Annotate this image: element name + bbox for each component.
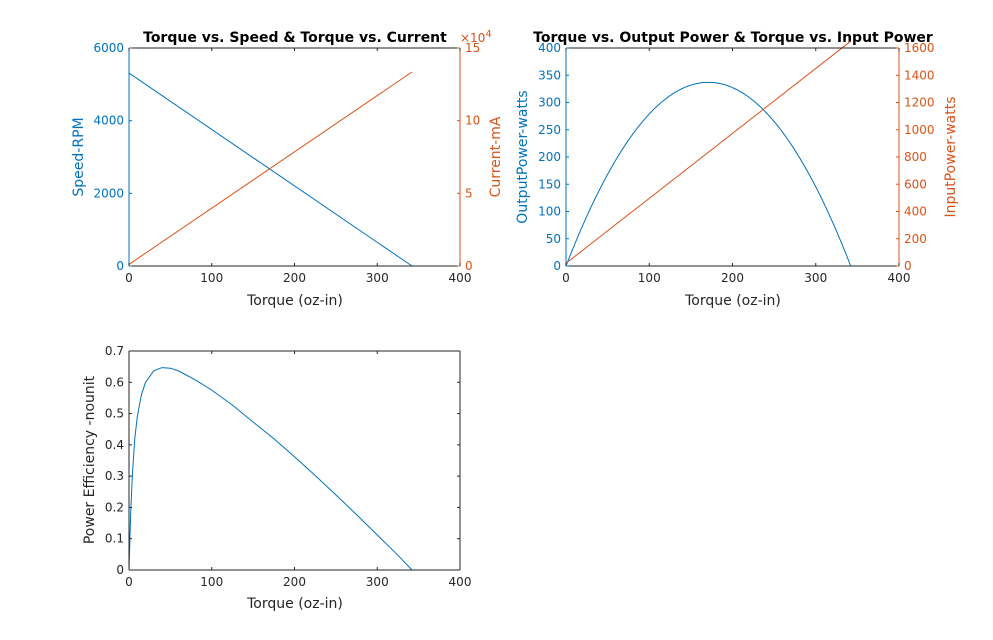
chart-2-xlabel: Torque (oz-in)	[684, 293, 781, 309]
chart-2-xtick-label: 200	[721, 271, 744, 285]
chart-1-xtick-label: 400	[449, 271, 472, 285]
chart-2-ytick-right-label: 0	[904, 259, 912, 273]
chart-2-plot: 0 100 200 300 400050100150200250300350400020…	[538, 40, 935, 285]
chart-3-xtick-label: 300	[366, 575, 389, 589]
chart-1-exponent-base: ×10	[460, 31, 485, 45]
chart-2-ytick-left-label: 50	[546, 232, 561, 246]
chart-2-ytick-left-label: 300	[538, 96, 561, 110]
chart-2-ylabel-right: InputPower-watts	[943, 96, 959, 217]
chart-1-ylabel-right: Current-mA	[488, 116, 504, 197]
chart-1-xtick-label: 100	[200, 271, 223, 285]
chart-1-xlabel: Torque (oz-in)	[246, 293, 343, 309]
chart-1-ytick-left-label: 0	[116, 259, 124, 273]
chart-2-ytick-right-label: 1600	[904, 41, 935, 55]
chart-3-ytick-left-label: 0.2	[105, 500, 124, 514]
chart-2-xtick-label: 300	[804, 271, 827, 285]
chart-3-plot: 0 100 200 300 400 0 0.1 0.2 0.3 0.4 0.5 0.6 0.7	[105, 344, 472, 589]
chart-2-ytick-right-label: 200	[904, 232, 927, 246]
chart-3-ytick-left-label: 0.7	[105, 344, 124, 358]
chart-2-ytick-left-label: 100	[538, 205, 561, 219]
chart-3-ytick-left-label: 0.3	[105, 469, 124, 483]
chart-2-ytick-left-label: 200	[538, 150, 561, 164]
chart-power: Torque vs. Output Power & Torque vs. Inp…	[515, 30, 959, 309]
chart-1-xtick-label: 0	[125, 271, 133, 285]
chart-1-series-1-line	[128, 72, 413, 267]
chart-2-ytick-right-label: 1200	[904, 96, 935, 110]
chart-2-ytick-right-label: 1400	[904, 68, 935, 82]
chart-1-ylabel-left: Speed-RPM	[71, 117, 87, 196]
chart-1-exponent-power: 4	[485, 29, 491, 40]
chart-3-xtick-label: 400	[449, 575, 472, 589]
chart-3-ytick-left-label: 0.5	[105, 407, 124, 421]
chart-1-ytick-left-label: 4000	[93, 114, 124, 128]
chart-3-ytick-left-label: 0.1	[105, 532, 124, 546]
chart-2-ytick-left-label: 150	[538, 177, 561, 191]
chart-2-ytick-left-label: 0	[553, 259, 561, 273]
chart-1-ytick-left-label: 2000	[93, 186, 124, 200]
chart-1-xtick-label: 300	[366, 271, 389, 285]
chart-3-xlabel: Torque (oz-in)	[246, 596, 343, 612]
chart-2-ytick-right-label: 400	[904, 205, 927, 219]
chart-1-xtick-label: 200	[283, 271, 306, 285]
chart-1-ytick-right-label: 10	[465, 114, 480, 128]
chart-3-ytick-left-label: 0.4	[105, 438, 124, 452]
chart-1-ytick-right-label: 0	[465, 259, 473, 273]
chart-2-series-1-line	[565, 81, 852, 267]
chart-2-ytick-right-label: 600	[904, 177, 927, 191]
chart-2-xtick-label: 400	[888, 271, 911, 285]
chart-1-exponent-label: ×104	[460, 29, 492, 45]
chart-2-title: Torque vs. Output Power & Torque vs. Inp…	[533, 30, 933, 46]
chart-2-xtick-label: 0	[562, 271, 570, 285]
chart-3-ytick-left-label: 0.6	[105, 375, 124, 389]
chart-3-xtick-label: 200	[283, 575, 306, 589]
chart-3-series-1-line	[128, 367, 413, 571]
chart-3-ylabel: Power Efficiency -nounit	[82, 375, 98, 544]
chart-3-xtick-label: 100	[200, 575, 223, 589]
chart-efficiency: Torque (oz-in) Power Efficiency -nounit	[82, 375, 343, 612]
chart-3-xtick-label: 0	[125, 575, 133, 589]
chart-1-title: Torque vs. Speed & Torque vs. Current	[143, 30, 447, 46]
chart-2-xtick-label: 100	[638, 271, 661, 285]
chart-1-ytick-right-label: 15	[465, 41, 480, 55]
chart-1-ytick-right-label: 5	[465, 186, 473, 200]
chart-2-ytick-left-label: 350	[538, 68, 561, 82]
chart-2-ytick-right-label: 800	[904, 150, 927, 164]
chart-1-series-2-line	[128, 71, 413, 265]
chart-2-series-2-line	[565, 40, 852, 264]
chart-2-ytick-left-label: 250	[538, 123, 561, 137]
chart-3-ytick-left-label: 0	[116, 563, 124, 577]
chart-2-ytick-left-label: 400	[538, 41, 561, 55]
chart-2-ylabel-left: OutputPower-watts	[515, 90, 531, 223]
chart-1-ytick-left-label: 6000	[93, 41, 124, 55]
chart-speed-current: Torque vs. Speed & Torque vs. Current To…	[71, 29, 504, 309]
chart-2-ytick-right-label: 1000	[904, 123, 935, 137]
